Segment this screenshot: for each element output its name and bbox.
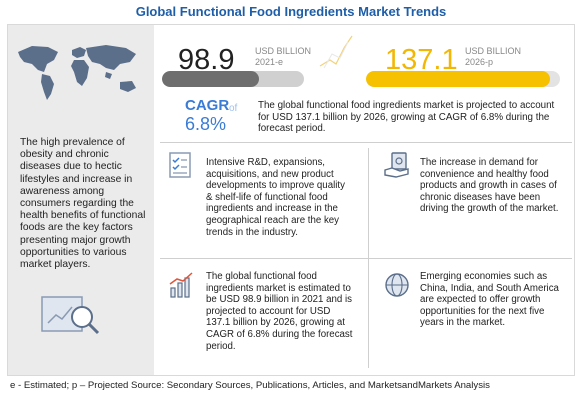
trend-card-3: The global functional food ingredients m… <box>206 271 353 352</box>
checklist-icon <box>169 152 191 178</box>
divider-middle <box>160 258 572 259</box>
bar-2021 <box>162 71 304 87</box>
report-analysis-icon <box>41 296 100 335</box>
unit-2026: USD BILLION <box>465 46 522 56</box>
trend-line-decoration <box>319 35 353 69</box>
trend-card-4: Emerging economies such as China, India,… <box>420 271 559 329</box>
bar-2026 <box>366 71 560 87</box>
cagr-of-text: of <box>229 103 238 114</box>
bar-2021-fill <box>162 71 259 87</box>
trend-card-1: Intensive R&D, expansions, acquisitions,… <box>206 157 345 238</box>
year-2021: 2021-e <box>255 57 284 67</box>
bar-2026-fill <box>366 71 551 87</box>
unit-2021: USD BILLION <box>255 46 312 56</box>
globe-icon <box>385 273 409 297</box>
growth-chart-icon <box>169 272 193 298</box>
world-map-icon <box>18 45 136 100</box>
value-2026: 137.1 <box>385 44 458 76</box>
divider-vertical <box>368 148 369 368</box>
left-panel-description: The high prevalence of obesity and chron… <box>20 137 146 271</box>
cagr-value: 6.8% <box>185 114 227 134</box>
footer-source: e - Estimated; p – Projected Source: Sec… <box>10 380 490 391</box>
value-2021: 98.9 <box>178 44 235 76</box>
year-2026: 2026-p <box>465 57 494 67</box>
market-summary: The global functional food ingredients m… <box>258 100 555 134</box>
page-title: Global Functional Food Ingredients Marke… <box>135 4 447 19</box>
divider-top <box>160 142 572 143</box>
trend-card-2: The increase in demand for convenience a… <box>420 157 559 215</box>
hand-money-icon <box>384 152 409 178</box>
cagr-label: CAGR <box>185 97 230 114</box>
